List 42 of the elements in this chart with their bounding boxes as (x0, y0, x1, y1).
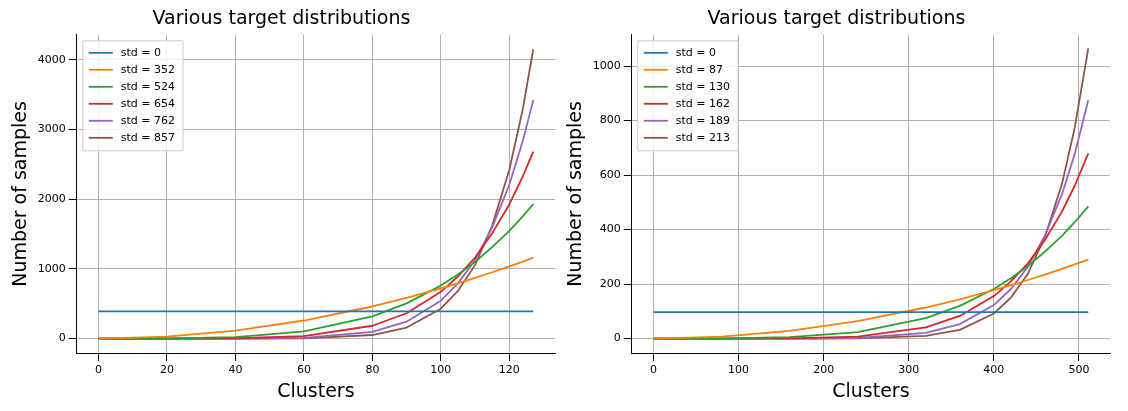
legend-label: std = 189 (675, 113, 731, 127)
chart-title: Various target distributions (152, 6, 411, 29)
y-tick-label: 4000 (37, 52, 66, 66)
x-tick-label: 120 (498, 363, 520, 377)
x-tick-label: 100 (430, 363, 452, 377)
y-tick-label: 400 (599, 222, 621, 236)
chart-title: Various target distributions (707, 6, 966, 29)
legend-label: std = 130 (675, 79, 731, 93)
y-tick-label: 0 (613, 331, 621, 345)
x-tick-label: 40 (228, 363, 243, 377)
legend-label: std = 524 (120, 79, 176, 93)
y-axis-title: Number of samples (563, 101, 586, 287)
x-tick-label: 200 (813, 363, 835, 377)
y-tick-label: 3000 (37, 122, 66, 136)
y-tick-label: 1000 (37, 261, 66, 275)
x-tick-label: 60 (296, 363, 311, 377)
x-tick-label: 300 (898, 363, 920, 377)
y-tick-label: 2000 (37, 191, 66, 205)
y-tick-label: 600 (599, 167, 621, 181)
legend-label: std = 352 (120, 62, 176, 76)
y-axis-title: Number of samples (8, 101, 31, 287)
legend-label: std = 654 (120, 96, 176, 110)
y-tick-label: 200 (599, 276, 621, 290)
x-axis-title: Clusters (832, 378, 910, 401)
legend-label: std = 857 (120, 130, 176, 144)
legend-label: std = 87 (675, 62, 724, 76)
legend-label: std = 213 (675, 130, 731, 144)
y-tick-label: 800 (599, 113, 621, 127)
x-tick-label: 0 (649, 363, 657, 377)
x-tick-label: 0 (95, 363, 103, 377)
y-tick-label: 1000 (592, 58, 621, 72)
x-axis-title: Clusters (277, 378, 355, 401)
legend-label: std = 162 (675, 96, 731, 110)
legend-label: std = 762 (120, 113, 176, 127)
y-tick-label: 0 (58, 331, 66, 345)
x-tick-label: 500 (1068, 363, 1090, 377)
x-tick-label: 400 (983, 363, 1005, 377)
legend-label: std = 0 (120, 45, 162, 59)
x-tick-label: 100 (728, 363, 750, 377)
legend-label: std = 0 (675, 45, 717, 59)
x-tick-label: 20 (159, 363, 174, 377)
x-tick-label: 80 (365, 363, 380, 377)
